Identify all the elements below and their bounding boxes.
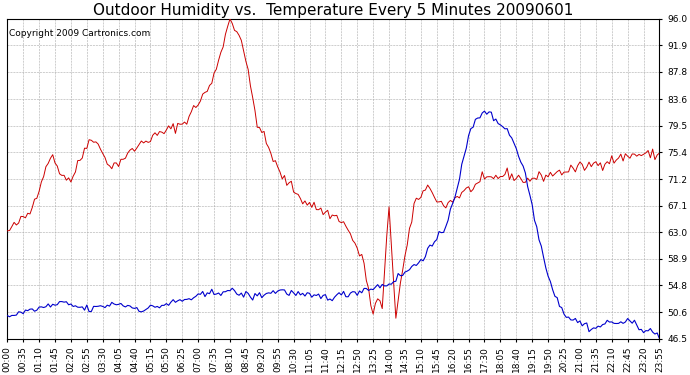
Text: Copyright 2009 Cartronics.com: Copyright 2009 Cartronics.com [8, 28, 150, 38]
Title: Outdoor Humidity vs.  Temperature Every 5 Minutes 20090601: Outdoor Humidity vs. Temperature Every 5… [93, 3, 573, 18]
